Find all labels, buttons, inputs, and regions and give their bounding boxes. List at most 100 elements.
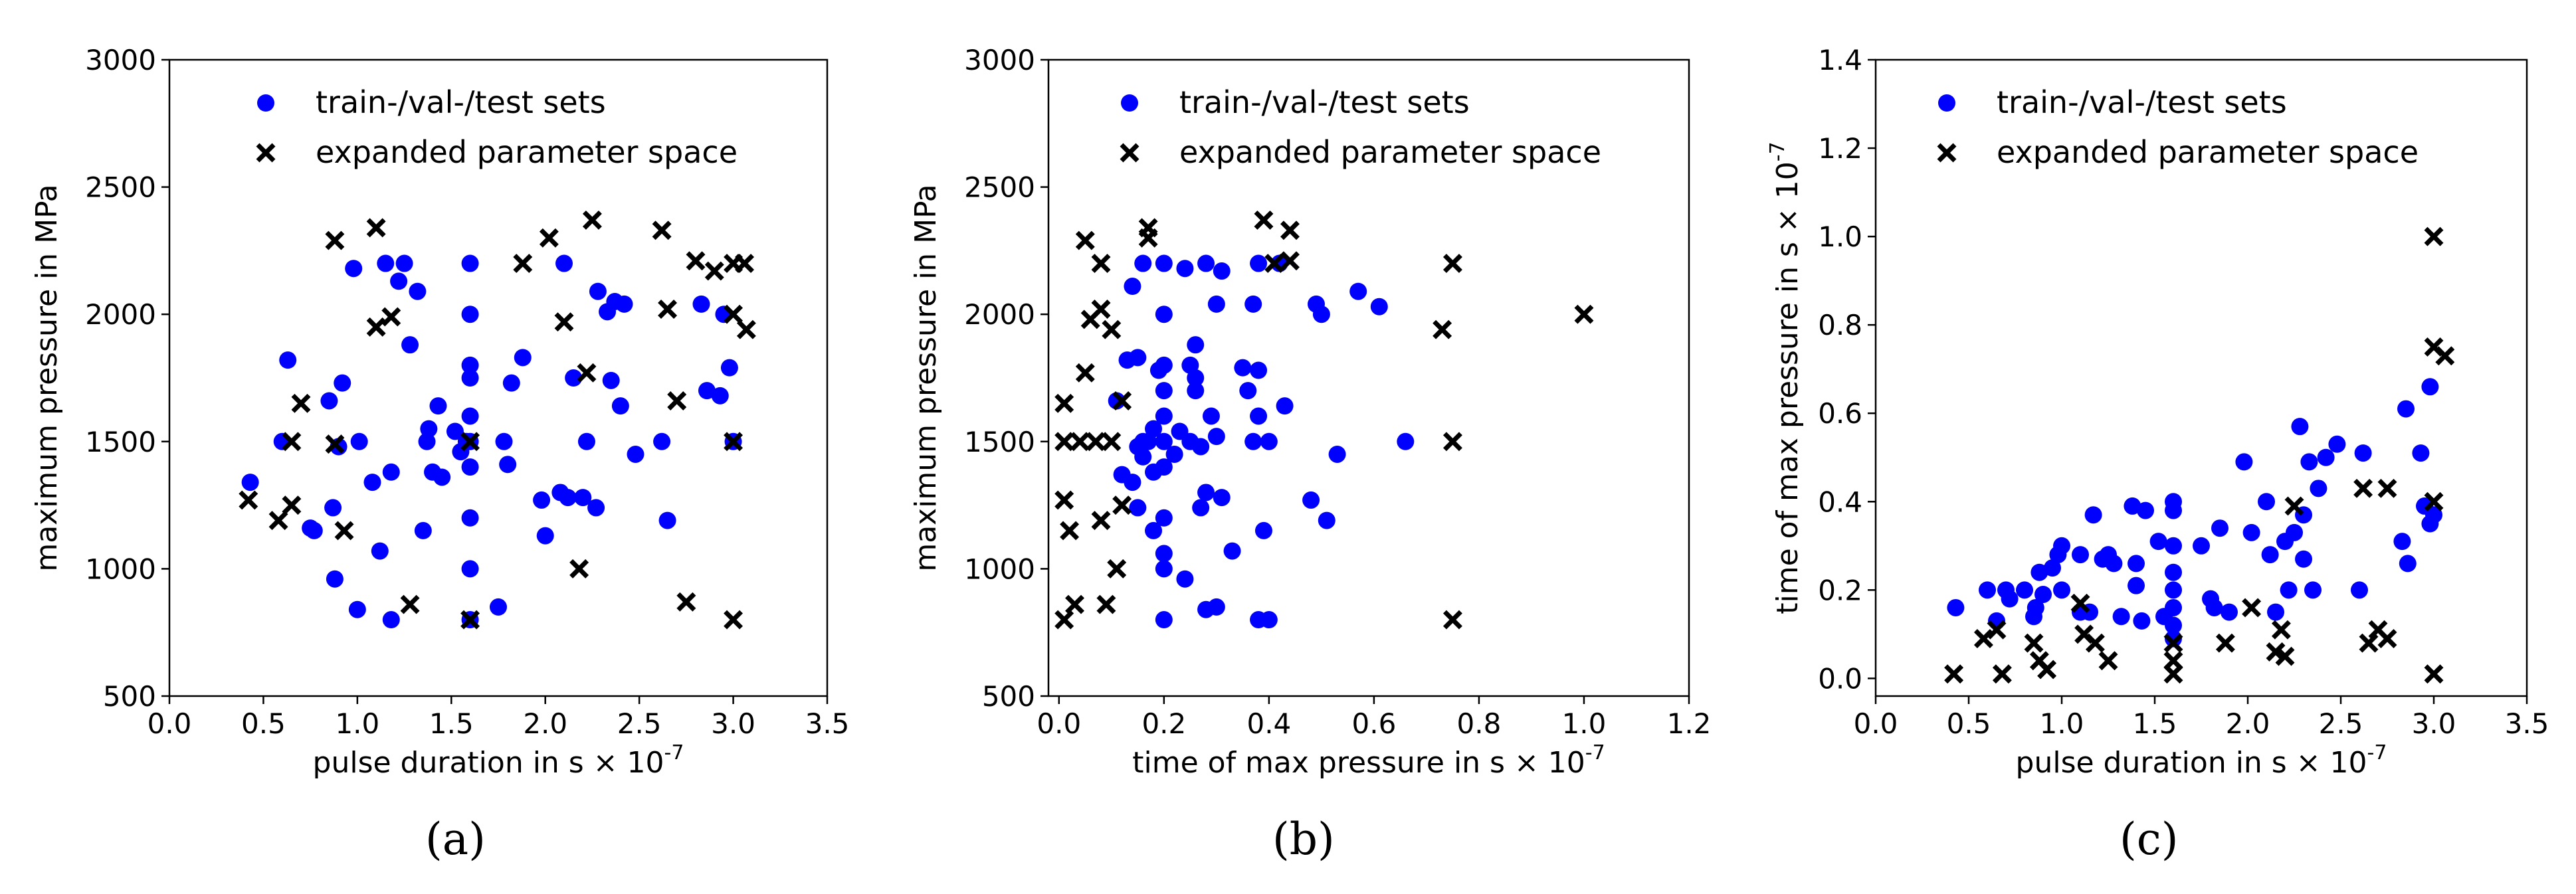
train-point [415,522,432,539]
legend-marker-expanded [1939,145,1955,161]
train-point [351,433,368,450]
train-point [1239,382,1256,399]
train-point [503,375,520,392]
train-point [462,560,479,577]
x-tick-label: 0.0 [1037,707,1081,740]
expanded-point [2026,635,2042,651]
train-point [2016,581,2033,598]
train-point [2304,581,2322,598]
expanded-point [1576,306,1592,322]
train-point [1129,349,1146,366]
expanded-point [579,365,595,381]
expanded-point [1056,492,1072,508]
train-point [429,397,446,414]
expanded-point [1056,395,1072,411]
expanded-point [1077,232,1093,248]
plot-b: 0.0 0.2 0.4 0.6 0.8 1.0 1.2 500 1000 1500 2000 2500… [909,44,1711,780]
x-axis-label: time of max pressure in s × 10-7 [1132,741,1605,780]
expanded-point [1104,321,1120,337]
train-point [2105,555,2122,572]
train-point [2243,524,2260,541]
x-tick-label: 2.5 [617,707,662,740]
train-point [462,369,479,387]
expanded-point [1994,666,2010,682]
train-point [2165,564,2182,581]
train-point [2291,418,2308,435]
train-point [334,375,351,392]
train-point [1155,560,1173,577]
y-axis-label: time of max pressure in s × 10-7 [1766,141,1805,614]
expanded-point [556,314,572,330]
y-tick-label: 0.4 [1818,486,1862,518]
x-tick-label: 0.2 [1141,707,1186,740]
expanded-point [2039,662,2055,677]
x-tick-label: 0.5 [1947,707,1991,740]
train-point [537,527,554,545]
expanded-point [688,253,704,269]
train-point [377,255,394,272]
y-tick-label: 1.4 [1818,44,1862,76]
y-tick-label: 500 [982,680,1035,713]
y-axis-label: maximum pressure in MPa [909,184,943,571]
train-point [587,499,605,516]
train-point [2128,577,2145,594]
train-point [1318,512,1336,529]
legend-label-train: train-/val-/test sets [1179,84,1470,120]
train-point [2267,604,2284,621]
expanded-point [669,393,685,408]
y-tick-label: 1.2 [1818,132,1862,165]
expanded-point [1093,256,1109,272]
train-point [2034,586,2052,603]
x-tick-label: 2.0 [523,707,567,740]
train-point [1260,611,1278,628]
train-point [1176,571,1193,588]
x-tick-label: 2.5 [2319,707,2363,740]
expanded-point [660,302,676,317]
x-tick-label: 0.6 [1352,707,1397,740]
train-point [1155,509,1173,527]
expanded-point [2100,653,2116,669]
expanded-point [1056,434,1072,450]
train-point [2399,555,2417,572]
x-tick-label: 2.0 [2226,707,2270,740]
train-point [2351,581,2368,598]
train-point [2193,537,2210,555]
train-point [383,464,400,481]
train-point [490,598,507,616]
y-tick-label: 1000 [964,553,1035,585]
train-point [1187,336,1204,353]
train-point [495,433,512,450]
train-point [1192,438,1209,455]
train-point [2150,533,2167,550]
expanded-point [2273,622,2289,638]
train-point [306,522,323,539]
expanded-point [383,309,399,325]
figure: 0.0 0.5 1.0 1.5 2.0 2.5 3.0 3.5 500 1000 1500 2000 2… [0,0,2576,894]
train-point [2421,378,2438,395]
train-point [499,456,516,473]
train-point [1129,499,1146,516]
train-point [420,420,437,438]
train-point [1224,543,1241,560]
expanded-point [1444,612,1460,628]
expanded-point [1282,223,1298,238]
train-point [1155,306,1173,323]
train-point [390,272,407,290]
train-point [2128,555,2145,572]
train-point [1155,357,1173,374]
train-point [1244,296,1262,313]
train-point [2221,604,2238,621]
legend-a: train-/val-/test sets expanded parameter … [257,84,738,170]
train-point [555,255,573,272]
train-point [1155,611,1173,628]
expanded-point [654,223,670,238]
chart-a: 0.0 0.5 1.0 1.5 2.0 2.5 3.0 3.55001000150020002… [0,0,2576,894]
expanded-point [241,492,256,508]
train-point [712,387,729,404]
expanded-point [2426,228,2442,244]
train-point [409,283,426,300]
x-tick-label: 3.5 [805,707,850,740]
expanded-point [678,594,694,610]
expanded-point [2379,480,2395,496]
expanded-point [515,256,531,272]
